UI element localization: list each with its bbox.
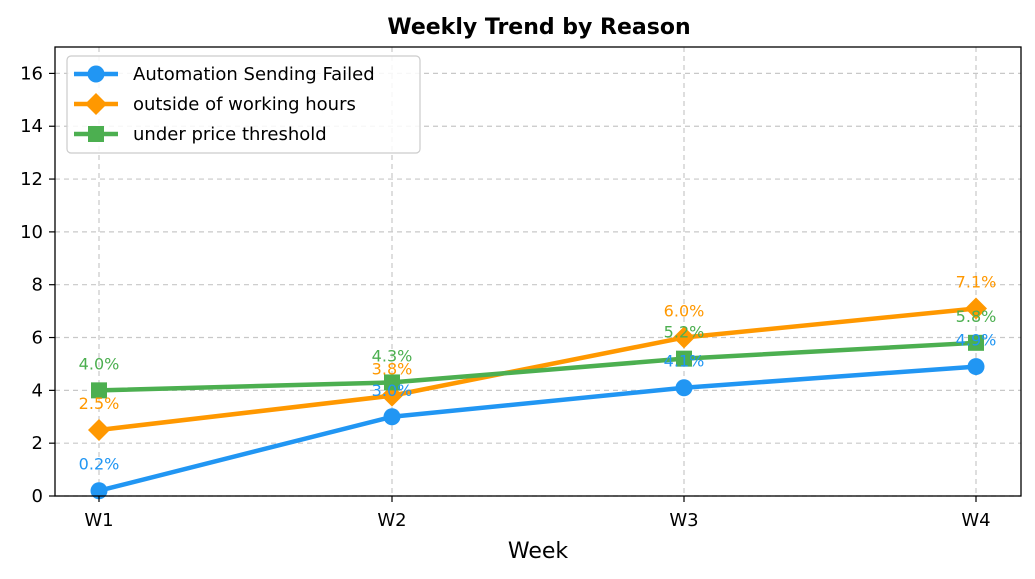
grid	[55, 47, 1021, 497]
y-tick-label: 0	[32, 486, 43, 507]
series-0	[90, 358, 985, 500]
data-point	[384, 374, 400, 391]
series-line	[98, 364, 977, 493]
legend-box	[66, 55, 421, 154]
x-tick-label: W4	[961, 510, 990, 531]
data-label: 3.8%	[372, 360, 413, 379]
series-2	[91, 334, 984, 399]
series-line	[98, 306, 977, 433]
y-tick-label: 4	[32, 380, 43, 401]
data-label: 5.2%	[664, 323, 705, 342]
data-label: 4.0%	[79, 354, 120, 373]
axes: W1 W2 W3 W4 0 2 4 6 8 10 12 14 16	[20, 63, 991, 531]
data-point	[968, 334, 984, 351]
y-tick-label: 12	[20, 169, 43, 190]
data-label: 4.1%	[664, 352, 705, 371]
series-group	[88, 297, 987, 500]
data-label: 5.8%	[956, 307, 997, 326]
x-tick-label: W3	[669, 510, 698, 531]
data-label: 4.9%	[956, 331, 997, 350]
data-point	[90, 482, 108, 500]
data-point	[965, 297, 987, 320]
y-tick-label: 10	[20, 222, 43, 243]
legend-label: under price threshold	[133, 124, 327, 145]
legend-item: under price threshold	[74, 124, 327, 145]
data-point	[91, 382, 107, 399]
data-label: 3.0%	[372, 381, 413, 400]
legend-label: Automation Sending Failed	[133, 64, 375, 85]
legend-item: Automation Sending Failed	[74, 64, 375, 85]
data-label: 6.0%	[664, 302, 705, 321]
y-tick-label: 14	[20, 116, 43, 137]
series-line	[98, 340, 977, 393]
data-labels: 0.2% 3.0% 4.1% 4.9% 2.5% 3.8% 6.0% 7.1% 4.0% 4.3%…	[79, 272, 997, 473]
legend-marker	[85, 93, 107, 115]
x-tick-label: W1	[84, 510, 113, 531]
y-tick-label: 6	[32, 328, 43, 349]
data-label: 2.5%	[79, 394, 120, 413]
plot-frame	[54, 46, 1022, 497]
data-label: 0.2%	[79, 455, 120, 474]
data-point	[967, 358, 985, 376]
y-tick-label: 2	[32, 433, 43, 454]
x-axis-label: Week	[508, 539, 569, 564]
y-tick-label: 16	[20, 63, 43, 84]
chart-title: Weekly Trend by Reason	[387, 15, 690, 40]
y-tick-label: 8	[32, 275, 43, 296]
data-label: 7.1%	[956, 272, 997, 291]
legend-marker	[88, 126, 104, 142]
legend-marker	[87, 65, 105, 83]
data-point	[383, 408, 401, 426]
legend: Automation Sending Failed outside of work…	[66, 55, 421, 154]
data-point	[676, 350, 692, 367]
legend-item: outside of working hours	[74, 93, 356, 115]
data-point	[675, 379, 693, 397]
data-point	[673, 326, 695, 349]
data-point	[88, 418, 110, 441]
data-label: 4.3%	[372, 346, 413, 365]
x-tick-label: W2	[377, 510, 406, 531]
legend-label: outside of working hours	[133, 94, 356, 115]
